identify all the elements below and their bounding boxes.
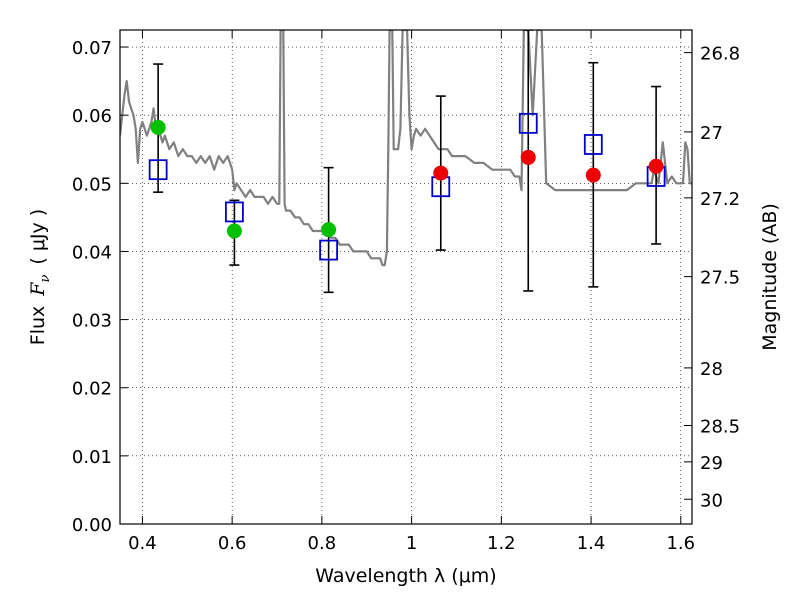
model-photometry-square: [319, 239, 339, 261]
y-tick-label: 0.02: [72, 379, 112, 400]
x-tick-label: 0.8: [308, 533, 337, 554]
y-tick-label: 0.04: [72, 242, 112, 263]
x-tick-label: 1.6: [666, 533, 695, 554]
y-axis: 0.00 0.01 0.02 0.03 0.04 0.05 0.06 0.07: [72, 38, 128, 536]
y-tick-label: 0.05: [72, 174, 112, 195]
model-photometry-square: [583, 134, 603, 155]
y-axis-label: Flux Fν ( μJy ): [27, 209, 53, 345]
y-tick-label: 0.03: [72, 311, 112, 332]
observed-photometry-point: [648, 158, 664, 174]
x-tick-label: 0.4: [128, 533, 157, 554]
magnitude-tick-label: 28.5: [700, 417, 740, 438]
x-tick-label: 1.2: [487, 533, 516, 554]
observed-photometry-point: [433, 165, 449, 181]
sed-model-line: [120, 30, 692, 267]
x-axis: 0.4 0.6 0.8 1 1.2 1.4 1.6: [128, 30, 695, 554]
observed-photometry-point: [150, 119, 166, 135]
observed-photometry-point: [520, 149, 536, 165]
magnitude-tick-label: 28: [700, 359, 723, 380]
right-magnitude-axis: 26.8 27 27.2 27.5 28 28.5 29 30: [684, 44, 740, 511]
magnitude-tick-label: 26.8: [700, 44, 740, 65]
model-photometry-square: [148, 159, 168, 181]
x-tick-label: 0.6: [218, 533, 247, 554]
y-tick-label: 0.06: [72, 106, 112, 127]
y-axis-label-text: Flux: [27, 306, 49, 346]
y-axis-label-units: ( μJy ): [27, 209, 49, 265]
magnitude-tick-label: 27.5: [700, 268, 740, 289]
magnitude-tick-label: 30: [700, 490, 723, 511]
observed-photometry-point: [585, 167, 601, 183]
y-tick-label: 0.01: [72, 447, 112, 468]
y-tick-label: 0.00: [72, 515, 112, 536]
magnitude-tick-label: 27.2: [700, 189, 740, 210]
model-photometry-square: [518, 112, 538, 134]
right-axis-label: Magnitude (AB): [759, 203, 781, 351]
x-tick-label: 1: [406, 533, 417, 554]
observed-photometry-point: [226, 223, 242, 239]
model-photometry-square: [224, 201, 244, 223]
plot-area: [120, 30, 692, 294]
x-tick-label: 1.4: [577, 533, 606, 554]
y-tick-label: 0.07: [72, 38, 112, 59]
y-axis-label-symbol: F: [27, 282, 49, 297]
magnitude-tick-label: 29: [700, 453, 723, 474]
y-axis-label-subscript: ν: [38, 275, 53, 283]
magnitude-tick-label: 27: [700, 123, 723, 144]
observed-photometry-point: [321, 222, 337, 238]
x-axis-label: Wavelength λ (μm): [315, 565, 496, 587]
